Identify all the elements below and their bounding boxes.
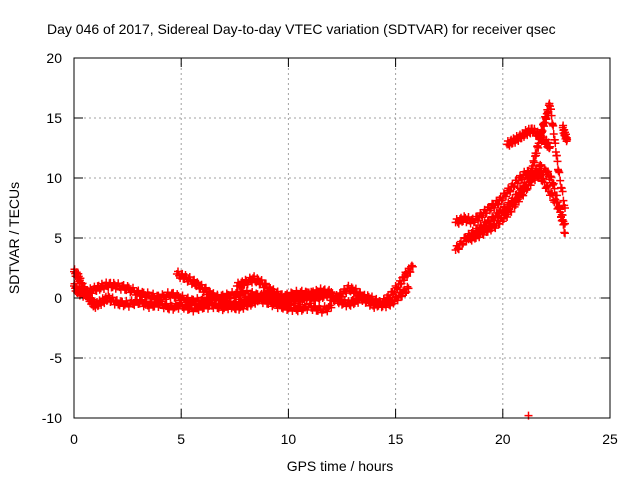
- series-track-h: [464, 164, 569, 245]
- series-marks: [232, 272, 336, 306]
- x-tick-label: 20: [495, 431, 511, 447]
- x-tick-label: 5: [177, 431, 185, 447]
- data-points: [70, 99, 572, 420]
- x-tick-label: 25: [602, 431, 618, 447]
- y-tick-label: 15: [46, 110, 62, 126]
- x-axis-label: GPS time / hours: [287, 458, 394, 474]
- series-marks: [503, 124, 554, 153]
- y-tick-label: -5: [50, 350, 63, 366]
- y-tick-label: 10: [46, 170, 62, 186]
- y-tick-label: 5: [54, 230, 62, 246]
- series-track-j: [503, 124, 554, 153]
- series-track-e: [327, 261, 417, 312]
- y-tick-label: 20: [46, 50, 62, 66]
- y-axis-label: SDTVAR / TECUs: [6, 182, 22, 294]
- series-marks: [558, 121, 572, 146]
- y-tick-label: -10: [42, 410, 62, 426]
- series-marks: [464, 164, 569, 245]
- y-tick-label: 0: [54, 290, 62, 306]
- series-marks: [327, 261, 417, 312]
- x-tick-label: 15: [388, 431, 404, 447]
- chart-title: Day 046 of 2017, Sidereal Day-to-day VTE…: [47, 21, 556, 37]
- axes: -10 -5 0 5 10 15 20 0 5 10 15 20 25: [42, 50, 618, 447]
- series-track-d: [232, 272, 336, 306]
- x-tick-label: 0: [70, 431, 78, 447]
- series-track-k: [558, 121, 572, 146]
- x-tick-label: 10: [281, 431, 297, 447]
